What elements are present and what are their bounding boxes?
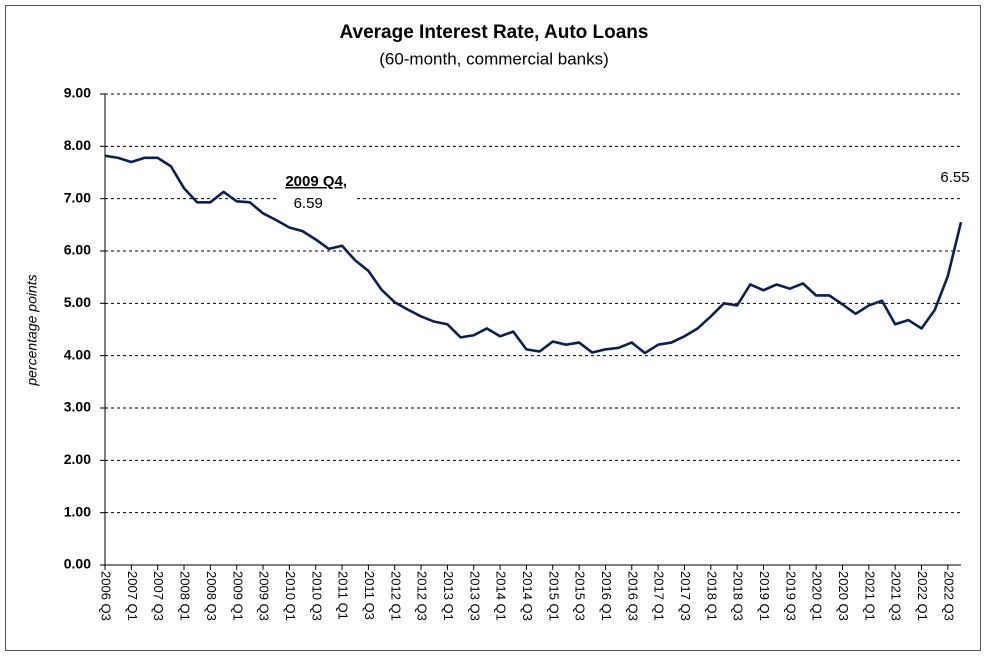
y-axis-label: percentage points [24,274,40,386]
x-tick-label: 2010 Q1 [283,571,298,621]
x-tick-label: 2006 Q3 [99,571,114,621]
y-tick-label: 1.00 [64,503,91,519]
y-tick-label: 7.00 [64,189,91,205]
y-tick-label: 8.00 [64,137,91,153]
x-tick-label: 2010 Q3 [309,571,324,621]
annotation-value: 6.59 [294,195,323,212]
annotation-label: 2009 Q4, [285,173,347,190]
x-tick-label: 2014 Q1 [494,571,509,621]
x-tick-label: 2011 Q3 [362,571,377,620]
x-tick-label: 2015 Q3 [573,571,588,621]
x-tick-label: 2017 Q1 [652,571,667,621]
x-tick-label: 2016 Q1 [599,571,614,621]
x-tick-label: 2015 Q1 [546,571,561,621]
chart-subtitle: (60-month, commercial banks) [379,49,609,68]
x-tick-label: 2009 Q1 [230,571,245,621]
x-tick-label: 2014 Q3 [520,571,535,621]
x-tick-label: 2019 Q3 [783,571,798,621]
y-tick-label: 3.00 [64,399,91,415]
chart-title: Average Interest Rate, Auto Loans [339,22,648,43]
x-tick-label: 2007 Q3 [151,571,166,621]
chart-border [5,5,981,651]
x-tick-label: 2020 Q1 [810,571,825,621]
x-tick-label: 2008 Q3 [204,571,219,621]
x-tick-label: 2018 Q1 [704,571,719,621]
x-tick-label: 2022 Q1 [915,571,930,621]
x-tick-label: 2012 Q3 [415,571,430,621]
x-tick-label: 2021 Q3 [889,571,904,621]
x-tick-label: 2016 Q3 [625,571,640,621]
x-tick-label: 2020 Q3 [836,571,851,621]
data-line [104,154,963,355]
x-tick-label: 2013 Q1 [441,571,456,621]
x-tick-label: 2017 Q3 [678,571,693,621]
y-tick-label: 5.00 [64,294,91,310]
x-tick-label: 2008 Q1 [178,571,193,621]
y-tick-label: 6.00 [64,242,91,258]
y-tick-label: 0.00 [64,556,91,572]
y-tick-label: 4.00 [64,346,91,362]
x-tick-label: 2018 Q3 [731,571,746,621]
x-tick-label: 2022 Q3 [941,571,956,621]
x-tick-label: 2012 Q1 [388,571,403,621]
x-tick-label: 2021 Q1 [862,571,877,621]
annotation-bg [276,170,357,214]
y-tick-label: 2.00 [64,451,91,467]
x-tick-label: 2009 Q3 [257,571,272,621]
end-value-label: 6.55 [940,169,969,186]
x-tick-label: 2019 Q1 [757,571,772,621]
x-tick-label: 2011 Q1 [336,571,351,620]
x-tick-label: 2013 Q3 [467,571,482,621]
x-tick-label: 2007 Q1 [125,571,140,621]
y-tick-label: 9.00 [64,85,91,101]
